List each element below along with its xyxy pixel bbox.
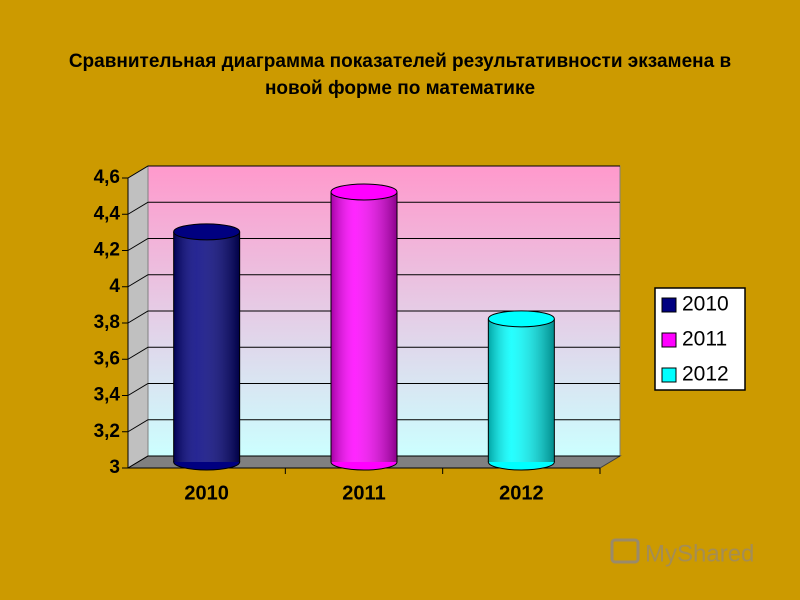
grid-line <box>127 274 620 288</box>
bar-shade <box>488 318 555 462</box>
bar-shade <box>173 231 240 462</box>
bar-top <box>173 223 241 241</box>
legend-label: 2011 <box>682 328 727 351</box>
bar-top <box>487 310 555 328</box>
grid-line <box>127 346 620 360</box>
x-tick-label: 2012 <box>499 482 544 504</box>
legend-swatch <box>661 367 677 383</box>
grid-line <box>127 310 620 324</box>
y-tick-label: 4,6 <box>94 167 120 188</box>
x-tick-label: 2010 <box>184 482 229 504</box>
y-tick-label: 3,2 <box>94 421 120 442</box>
legend-swatch <box>661 332 677 348</box>
y-tick-label: 4 <box>109 276 120 297</box>
y-tick-label: 4,2 <box>94 240 120 261</box>
grid-line <box>127 201 620 215</box>
y-tick-label: 3 <box>109 457 120 478</box>
watermark-icon <box>610 538 640 564</box>
y-tick-label: 3,4 <box>94 385 121 406</box>
grid-line <box>127 419 620 433</box>
y-tick-label: 3,8 <box>94 312 120 333</box>
legend-swatch <box>661 297 677 313</box>
bar-top <box>330 183 398 201</box>
watermark: MyShared <box>645 540 754 567</box>
bar-shade <box>331 191 397 462</box>
grid-line <box>127 238 620 251</box>
legend-label: 2010 <box>682 293 729 316</box>
y-tick-label: 3,6 <box>94 348 120 369</box>
chart-title: Сравнительная диаграмма показателей резу… <box>69 51 731 99</box>
grid-line <box>127 165 620 179</box>
x-tick-label: 2011 <box>342 482 385 504</box>
legend-label: 2012 <box>682 363 729 386</box>
grid-line <box>127 383 620 396</box>
y-tick-label: 4,4 <box>94 203 121 224</box>
grid-line <box>127 455 620 469</box>
